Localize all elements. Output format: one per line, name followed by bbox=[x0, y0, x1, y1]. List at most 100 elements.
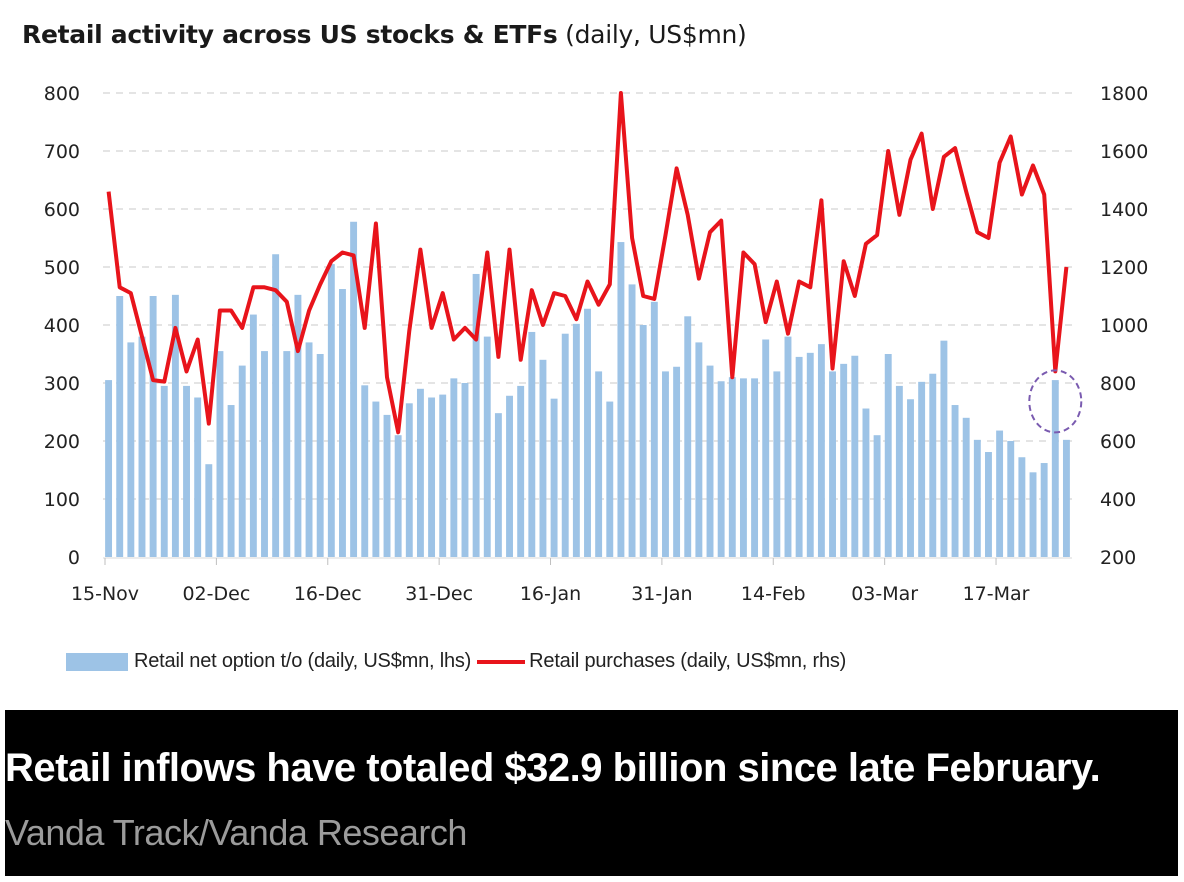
right-tick-label: 1000 bbox=[1100, 315, 1148, 337]
left-tick-label: 700 bbox=[44, 141, 80, 163]
chart-title-main: Retail activity across US stocks & ETFs bbox=[22, 20, 558, 49]
bar bbox=[1040, 463, 1048, 557]
bar bbox=[149, 296, 157, 557]
legend-line-swatch bbox=[477, 659, 526, 664]
caption-band: Retail inflows have totaled $32.9 billio… bbox=[5, 710, 1178, 876]
right-tick-label: 1600 bbox=[1100, 141, 1148, 163]
bar bbox=[895, 385, 903, 557]
right-tick-label: 800 bbox=[1100, 373, 1136, 395]
bar bbox=[350, 221, 358, 557]
bar bbox=[784, 336, 792, 557]
bar bbox=[951, 405, 959, 557]
bar bbox=[773, 371, 781, 557]
bar bbox=[1029, 472, 1037, 557]
bar bbox=[294, 294, 302, 557]
chart-title-suffix: (daily, US$mn) bbox=[565, 20, 747, 49]
bar-series bbox=[105, 221, 1070, 558]
left-tick-label: 800 bbox=[44, 83, 80, 105]
bar bbox=[450, 378, 458, 557]
bar bbox=[316, 354, 324, 557]
bar bbox=[940, 340, 948, 557]
bar bbox=[650, 301, 658, 557]
bar bbox=[327, 264, 335, 557]
legend-bar-swatch bbox=[66, 652, 128, 671]
x-tick-label: 17-Mar bbox=[963, 583, 1030, 605]
bar bbox=[706, 365, 714, 557]
bar bbox=[517, 385, 525, 557]
bar bbox=[806, 352, 814, 557]
bar bbox=[829, 371, 836, 557]
bar bbox=[1018, 457, 1026, 557]
bar bbox=[873, 435, 881, 557]
left-tick-label: 300 bbox=[44, 373, 80, 395]
bar bbox=[695, 342, 703, 557]
bar bbox=[606, 401, 614, 557]
bar bbox=[238, 365, 246, 557]
bar bbox=[973, 439, 981, 557]
bar bbox=[684, 316, 692, 557]
bar bbox=[528, 331, 536, 557]
x-tick-label: 31-Dec bbox=[405, 583, 473, 605]
left-tick-label: 400 bbox=[44, 315, 80, 337]
bar bbox=[127, 342, 135, 557]
bar bbox=[1051, 380, 1059, 557]
bar bbox=[483, 336, 491, 557]
bar bbox=[138, 336, 146, 557]
legend: Retail net option t/o (daily, US$mn, lhs… bbox=[66, 650, 846, 673]
bar bbox=[728, 377, 736, 557]
bar bbox=[751, 378, 759, 557]
right-axis-ticks: 200 400 600 800 1000 1200 1400 1600 1800 bbox=[1100, 83, 1148, 569]
right-tick-label: 1200 bbox=[1100, 257, 1148, 279]
right-tick-label: 600 bbox=[1100, 431, 1136, 453]
x-tick-label: 02-Dec bbox=[182, 583, 250, 605]
bar bbox=[428, 397, 436, 557]
bar bbox=[160, 385, 168, 557]
caption-text: Retail inflows have totaled $32.9 billio… bbox=[5, 736, 1165, 865]
x-tick-label: 16-Jan bbox=[520, 583, 581, 605]
left-tick-label: 500 bbox=[44, 257, 80, 279]
bar bbox=[985, 452, 992, 557]
bar bbox=[372, 401, 380, 557]
bar bbox=[472, 273, 480, 557]
bar bbox=[907, 399, 914, 557]
x-tick-label: 03-Mar bbox=[851, 583, 918, 605]
bar bbox=[205, 464, 213, 557]
x-tick-label: 16-Dec bbox=[294, 583, 362, 605]
bar bbox=[795, 356, 803, 557]
bar bbox=[851, 355, 859, 557]
bar bbox=[416, 388, 424, 557]
bar bbox=[361, 385, 369, 557]
x-tick-label: 14-Feb bbox=[741, 583, 806, 605]
right-tick-label: 1800 bbox=[1100, 83, 1148, 105]
bar bbox=[862, 408, 870, 557]
bar bbox=[762, 339, 770, 557]
bar bbox=[171, 294, 179, 557]
bar bbox=[439, 394, 447, 557]
bar bbox=[305, 342, 313, 557]
legend-line-label: Retail purchases (daily, US$mn, rhs) bbox=[529, 650, 847, 672]
left-tick-label: 0 bbox=[68, 547, 80, 569]
bar bbox=[996, 430, 1004, 557]
bar bbox=[639, 325, 647, 557]
bar bbox=[383, 414, 391, 557]
bar bbox=[272, 254, 280, 558]
bar bbox=[584, 308, 591, 557]
legend-bar-label: Retail net option t/o (daily, US$mn, lhs… bbox=[134, 650, 472, 672]
line-series bbox=[106, 91, 1069, 435]
bar bbox=[183, 385, 190, 557]
left-tick-label: 100 bbox=[44, 489, 80, 511]
bar bbox=[662, 371, 669, 557]
bar bbox=[929, 373, 937, 557]
bar bbox=[739, 378, 747, 557]
right-tick-label: 1400 bbox=[1100, 199, 1148, 221]
bar bbox=[339, 289, 346, 557]
bar bbox=[461, 383, 469, 557]
bar bbox=[561, 333, 569, 557]
bar bbox=[1062, 439, 1070, 557]
bar bbox=[962, 417, 970, 557]
bar bbox=[539, 359, 547, 557]
left-tick-label: 600 bbox=[44, 199, 80, 221]
bar bbox=[918, 381, 926, 557]
bar bbox=[216, 351, 224, 557]
caption-source: Vanda Track/Vanda Research bbox=[5, 812, 467, 853]
